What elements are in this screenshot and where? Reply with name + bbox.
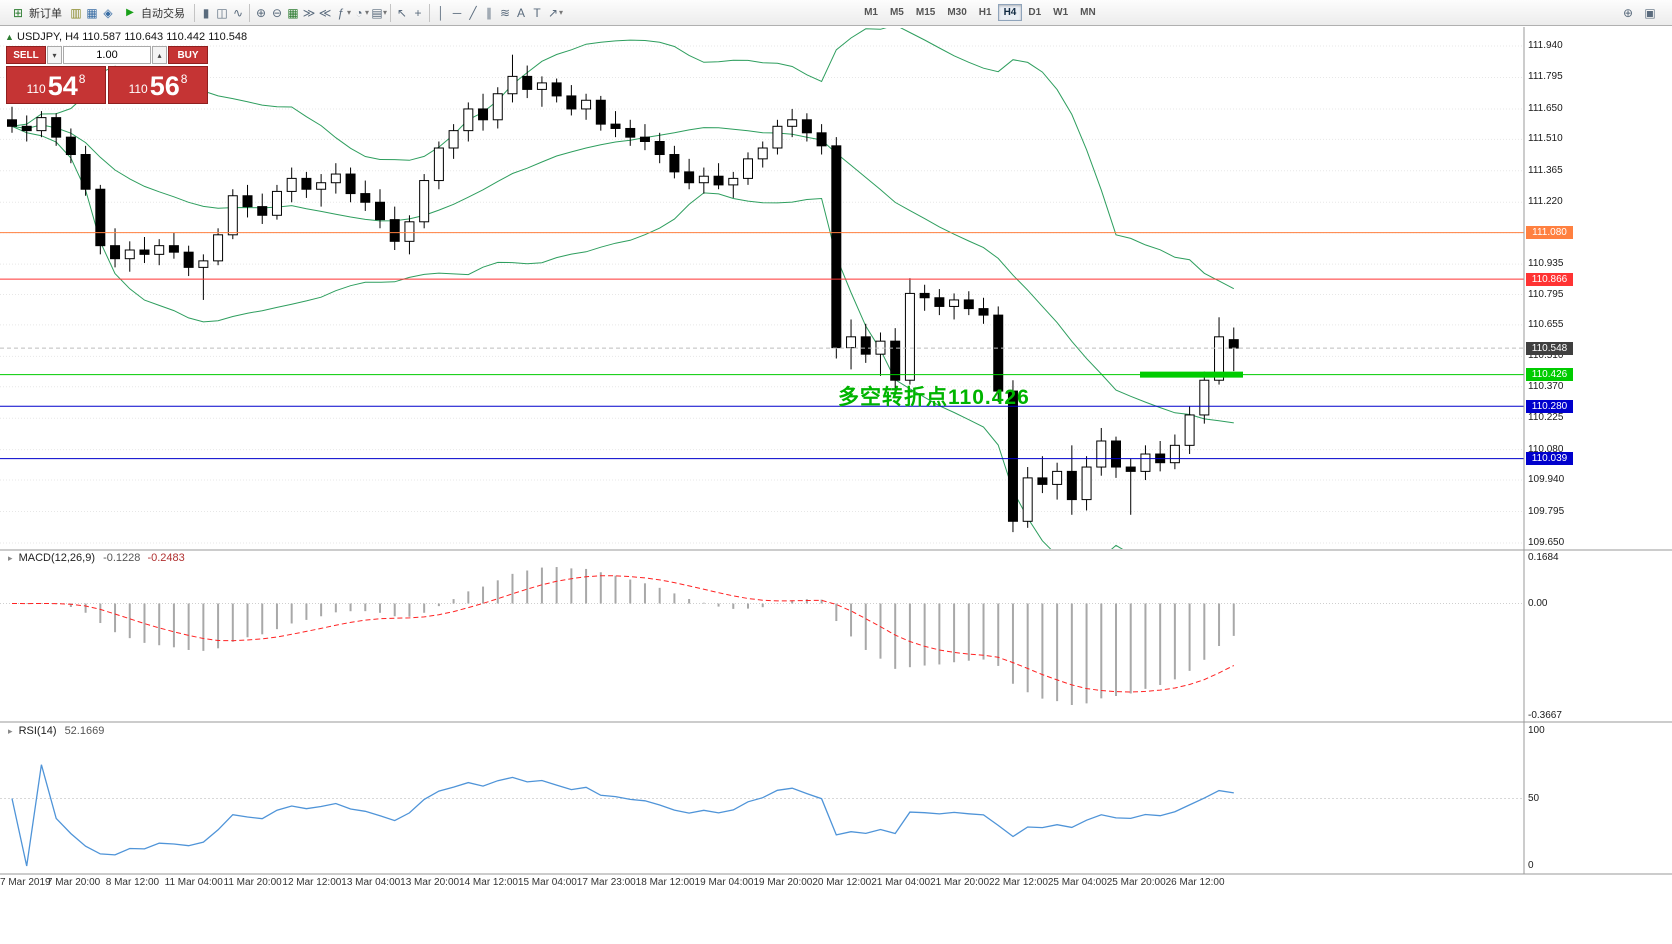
line-chart-icon[interactable]: ∿ (232, 5, 244, 20)
toolbar-separator (194, 3, 195, 22)
rsi-axis-min: 0 (1528, 860, 1534, 871)
timeframe-MN[interactable]: MN (1074, 4, 1102, 21)
indicators-dropdown-icon[interactable]: ▾ (347, 8, 352, 17)
periods-icon[interactable]: ◔ (355, 5, 363, 20)
timeframe-group: M1 M5 M15 M30 H1 H4 D1 W1 MN (858, 4, 1102, 21)
macd-axis-min: -0.3667 (1528, 710, 1562, 721)
candlestick-series (7, 54, 1239, 533)
auto-scroll-icon[interactable]: ≫ (302, 5, 316, 20)
bid-big-digits: 54 (47, 71, 78, 102)
toolbar-right-group: ⊕ ▣ (1620, 5, 1658, 21)
symbol-header: USDJPY, H4 110.587 110.643 110.442 110.5… (17, 31, 248, 43)
macd-header: ▸ MACD(12,26,9) -0.1228 -0.2483 (8, 552, 185, 564)
chart-expand-icon[interactable]: ▲ (5, 32, 14, 42)
new-window-icon[interactable]: ▣ (1644, 5, 1656, 20)
grid-icon[interactable]: ▦ (287, 5, 299, 20)
auto-trading-button[interactable]: ▶ 自动交易 (116, 2, 191, 24)
sell-price-button[interactable]: 110 54 8 (6, 66, 106, 104)
buy-price-button[interactable]: 110 56 8 (108, 66, 208, 104)
new-order-label: 新订单 (29, 7, 62, 20)
toolbar-separator (429, 3, 431, 22)
navigator-icon[interactable]: ◈ (103, 5, 113, 20)
vertical-line-icon[interactable]: │ (437, 5, 445, 20)
macd-axis-zero: 0.00 (1528, 597, 1548, 609)
macd-signal-value: -0.2483 (147, 552, 185, 564)
periods-dropdown-icon[interactable]: ▾ (365, 8, 370, 17)
auto-trading-icon: ▶ (126, 7, 134, 18)
data-window-icon[interactable]: ▦ (86, 5, 98, 20)
bollinger-bands (11, 28, 1235, 549)
trade-panel-controls: SELL ▾ ▴ BUY (6, 46, 208, 64)
zoom-out-icon[interactable]: ⊖ (271, 5, 283, 20)
new-order-button[interactable]: ⊞ 新订单 (4, 2, 68, 24)
horizontal-line-icon[interactable]: ─ (452, 5, 462, 20)
pivot-annotation-text: 多空转折点110.426 (838, 386, 1030, 409)
timeframe-M30[interactable]: M30 (941, 4, 972, 21)
volume-input[interactable] (63, 46, 151, 64)
sell-button[interactable]: SELL (6, 46, 46, 64)
trade-panel-prices: 110 54 8 110 56 8 (6, 66, 208, 104)
rsi-axis-mid: 50 (1528, 792, 1540, 804)
text-tool-icon[interactable]: A (517, 5, 526, 20)
toolbar-separator (390, 3, 392, 22)
panel-separators (0, 27, 1672, 875)
templates-icon[interactable]: ▤ (371, 5, 383, 20)
templates-dropdown-icon[interactable]: ▾ (383, 8, 388, 17)
horizontal-level-lines (0, 232, 1524, 460)
volume-up-button[interactable]: ▴ (152, 46, 167, 64)
bid-pipette: 8 (78, 72, 86, 86)
new-order-icon: ⊞ (12, 5, 24, 20)
timeframe-M5[interactable]: M5 (884, 4, 910, 21)
timeframe-H1[interactable]: H1 (973, 4, 998, 21)
candlestick-icon[interactable]: ◫ (216, 5, 228, 20)
indicators-icon[interactable]: ƒ (337, 5, 345, 20)
macd-collapse-icon[interactable]: ▸ (8, 553, 13, 563)
timeframe-D1[interactable]: D1 (1022, 4, 1047, 21)
channel-icon[interactable]: ∥ (486, 5, 493, 20)
crosshair-icon[interactable]: + (414, 5, 422, 20)
buy-button[interactable]: BUY (168, 46, 208, 64)
volume-down-button[interactable]: ▾ (47, 46, 62, 64)
bar-chart-icon[interactable]: ▮ (202, 5, 210, 20)
rsi-value: 52.1669 (64, 725, 105, 737)
macd-signal-line (11, 575, 1235, 693)
arrows-dropdown-icon[interactable]: ▾ (559, 8, 564, 17)
chart-gridlines (0, 45, 1524, 544)
fibonacci-icon[interactable]: ≋ (500, 5, 511, 20)
timeframe-H4[interactable]: H4 (997, 4, 1023, 21)
toolbar-separator (249, 3, 250, 22)
timeframe-M1[interactable]: M1 (858, 4, 884, 21)
auto-trading-label: 自动交易 (141, 7, 185, 20)
bid-prefix: 110 (26, 82, 46, 96)
ask-prefix: 110 (128, 82, 148, 96)
timeframe-M15[interactable]: M15 (910, 4, 941, 21)
rsi-label: RSI(14) (18, 725, 57, 737)
macd-main-value: -0.1228 (103, 552, 141, 564)
market-watch-icon[interactable]: ▥ (70, 5, 82, 20)
search-zoom-icon[interactable]: ⊕ (1622, 5, 1634, 20)
timeframe-W1[interactable]: W1 (1047, 4, 1074, 21)
macd-histogram (0, 567, 1524, 705)
ask-big-digits: 56 (149, 71, 180, 102)
trend-line-icon[interactable]: ╱ (469, 5, 477, 20)
rsi-line-group (0, 764, 1524, 867)
rsi-header: ▸ RSI(14) 52.1669 (8, 725, 104, 737)
zoom-in-icon[interactable]: ⊕ (255, 5, 267, 20)
main-toolbar: ⊞ 新订单 ▥ ▦ ◈ ▶ 自动交易 ▮ ◫ ∿ ⊕ ⊖ ▦ ≫ ≪ ƒ ▾ ◔ ▾… (0, 0, 1672, 26)
arrows-tool-icon[interactable]: ↗ (548, 5, 559, 20)
chart-shift-icon[interactable]: ≪ (318, 5, 332, 20)
ask-pipette: 8 (180, 72, 188, 86)
rsi-axis-max: 100 (1528, 725, 1545, 736)
cursor-icon[interactable]: ↖ (397, 5, 408, 20)
macd-label: MACD(12,26,9) (18, 552, 96, 564)
macd-axis-max: 0.1684 (1528, 552, 1559, 563)
rsi-collapse-icon[interactable]: ▸ (8, 726, 13, 736)
label-tool-icon[interactable]: T (533, 5, 541, 20)
